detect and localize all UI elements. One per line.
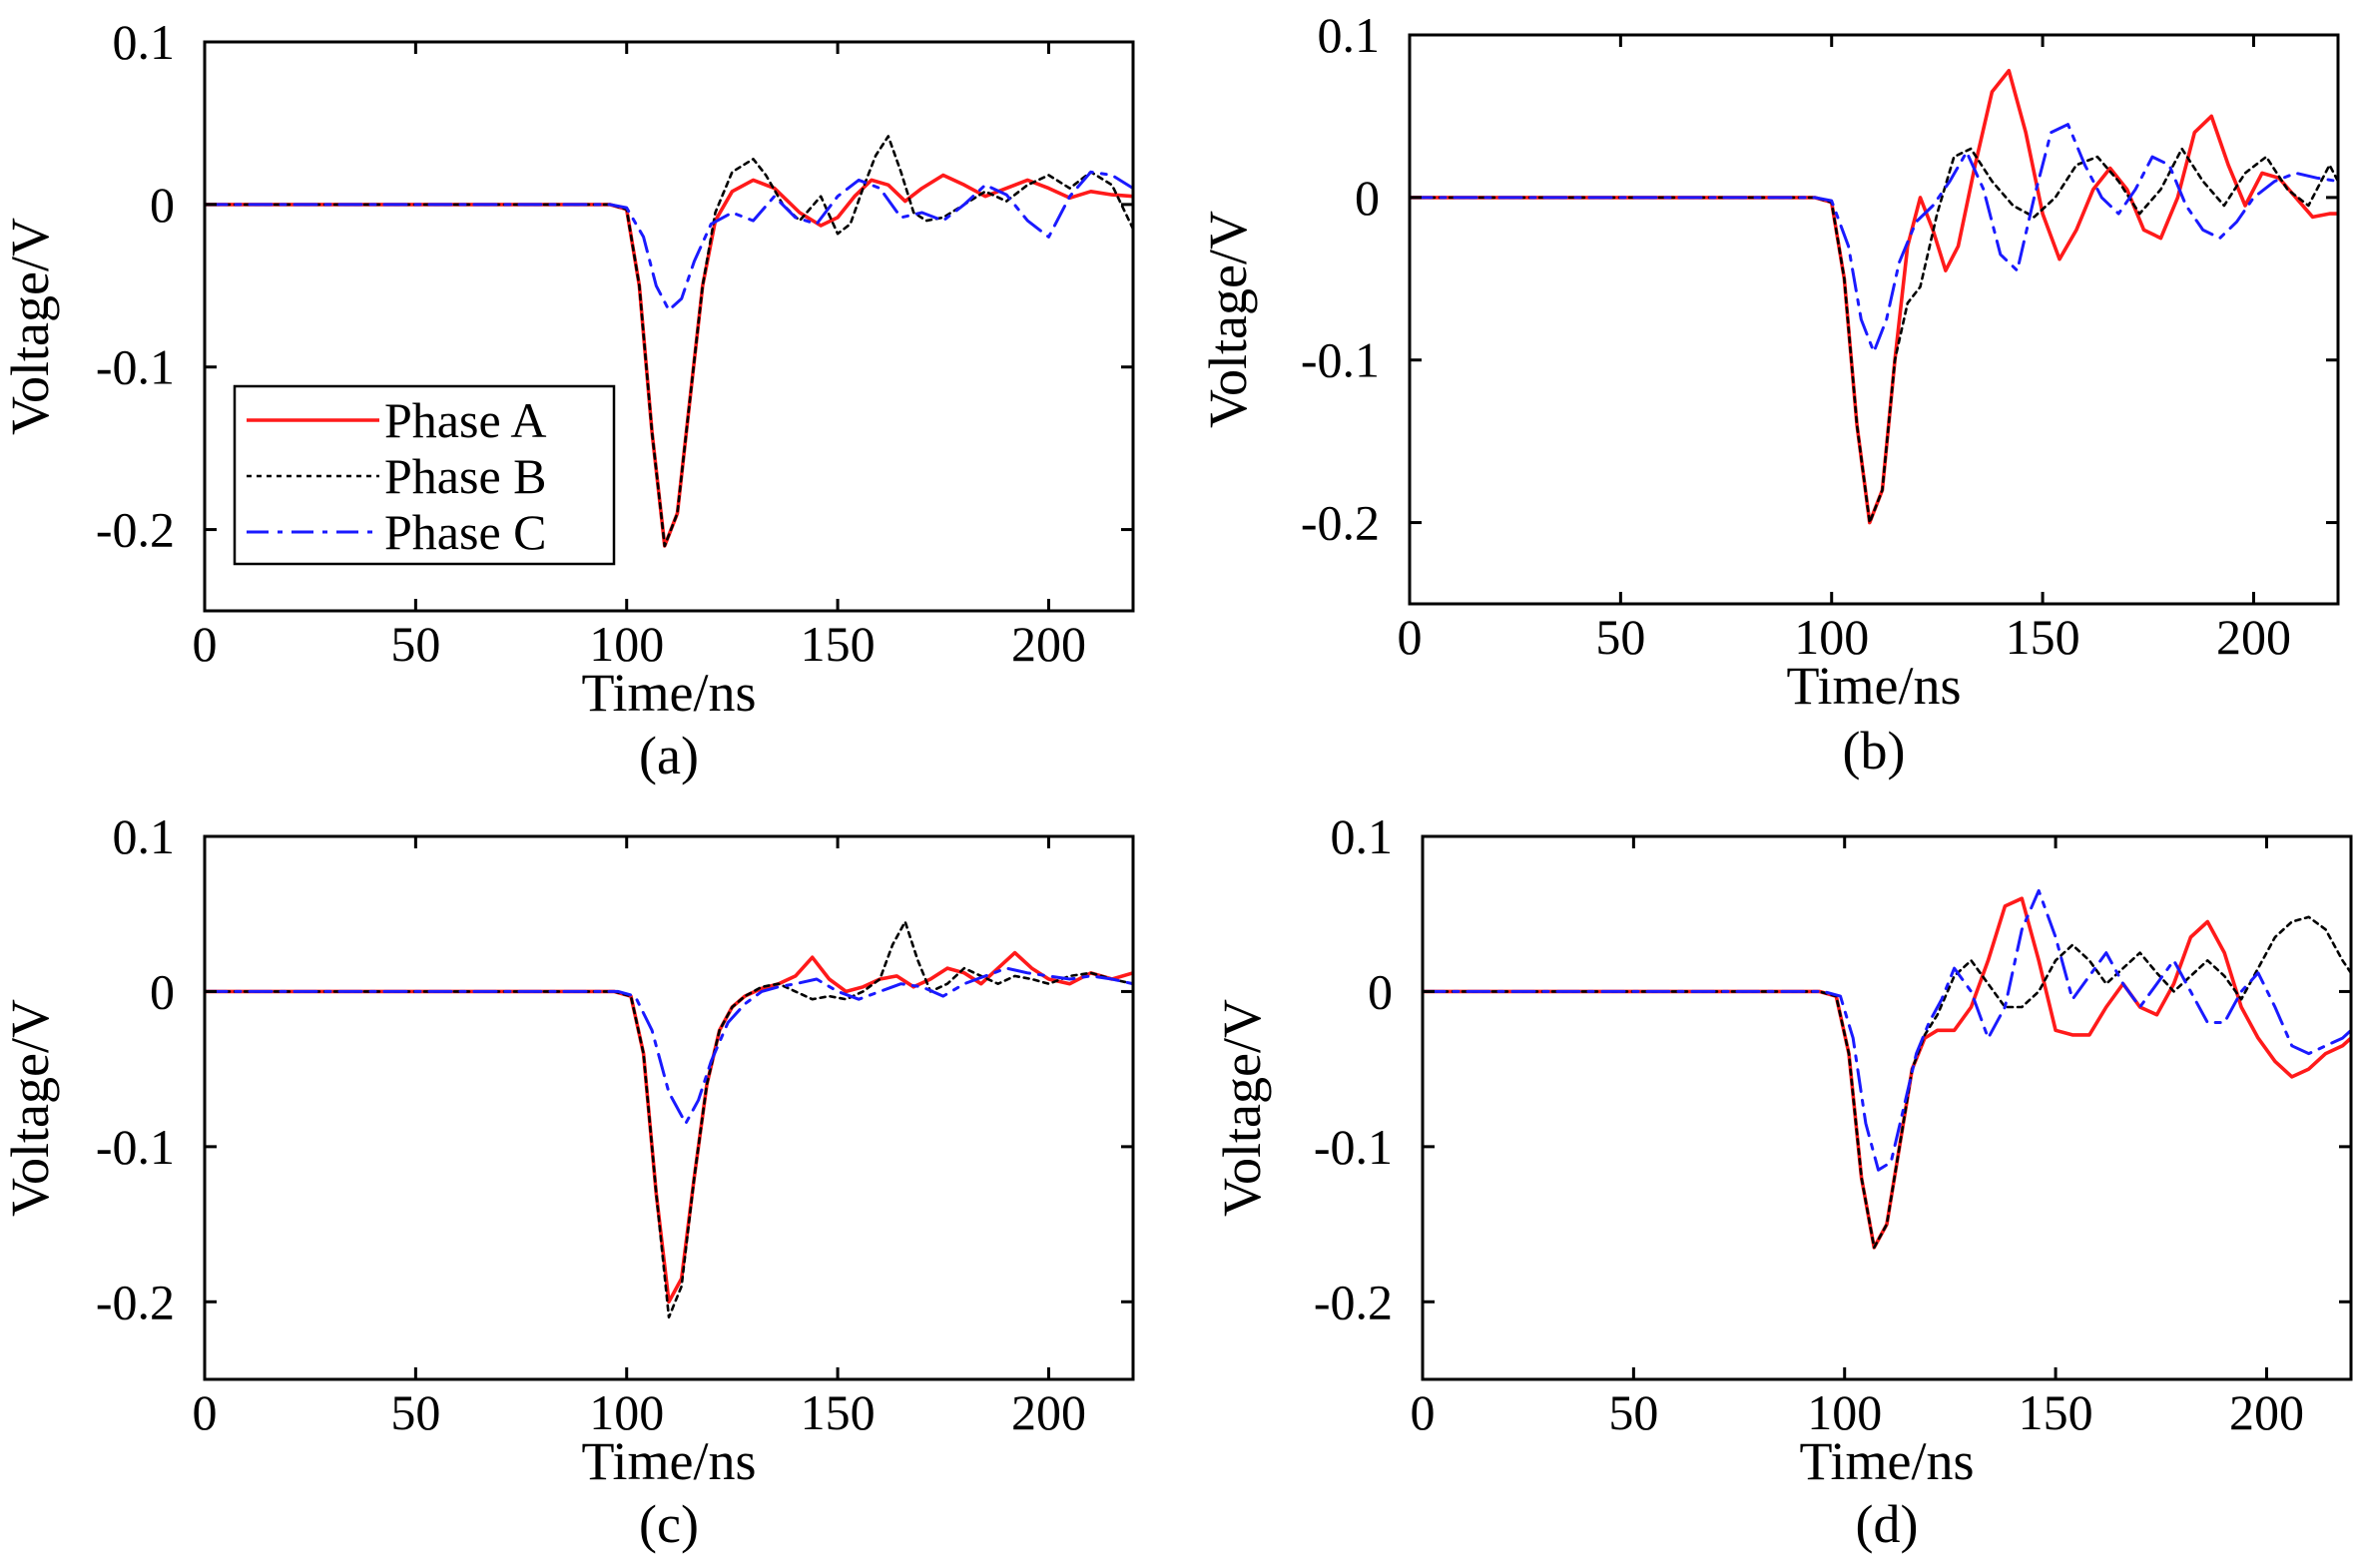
- y-tick-label: 0: [1368, 963, 1393, 1019]
- plot-frame: [203, 40, 1135, 613]
- y-tick-label: 0.1: [1331, 808, 1394, 864]
- x-tick-label: 0: [193, 1384, 218, 1440]
- y-tick-label: 0: [150, 963, 175, 1019]
- panel-label: (a): [639, 726, 699, 785]
- plot-frame: [1408, 33, 2340, 606]
- y-tick-label: -0.2: [1301, 495, 1380, 551]
- x-tick-label: 50: [390, 616, 440, 672]
- panel-label: (b): [1843, 721, 1906, 781]
- x-tick-label: 50: [1595, 609, 1645, 665]
- x-tick-label: 150: [801, 616, 876, 672]
- series-line-phase-a: [1423, 896, 2351, 1250]
- x-tick-label: 0: [1411, 1384, 1436, 1440]
- y-axis-label: Voltage/V: [1212, 999, 1272, 1217]
- y-tick-label: -0.1: [1314, 1119, 1393, 1175]
- series-line-phase-b: [1423, 915, 2351, 1250]
- x-tick-label: 200: [1011, 616, 1086, 672]
- x-tick-label: 150: [801, 1384, 876, 1440]
- y-tick-label: -0.2: [96, 1274, 175, 1329]
- series-line-phase-a: [1410, 69, 2338, 525]
- x-axis-label: Time/ns: [1799, 1431, 1974, 1491]
- legend-label: Phase B: [384, 448, 547, 504]
- x-tick-label: 0: [193, 616, 218, 672]
- chart-panel-1: 0 50 100 150 200 0.1 0 -0.1 -0.2 Time/ns Voltage/V…: [0, 14, 1135, 785]
- x-tick-label: 50: [390, 1384, 440, 1440]
- y-tick-label: -0.2: [1314, 1274, 1393, 1329]
- chart-panel-4: 0 50 100 150 200 0.1 0 -0.1 -0.2 Time/ns Voltage/V…: [1212, 808, 2353, 1554]
- y-tick-label: -0.1: [1301, 332, 1380, 388]
- series-line-phase-c: [205, 170, 1133, 312]
- series-line-phase-c: [1423, 888, 2351, 1172]
- y-tick-label: -0.2: [96, 502, 175, 558]
- legend-label: Phase C: [384, 504, 547, 560]
- series-line-phase-a: [205, 950, 1133, 1305]
- x-tick-label: 0: [1398, 609, 1423, 665]
- x-tick-label: 200: [2216, 609, 2291, 665]
- plot-frame: [203, 834, 1135, 1381]
- series-line-phase-c: [1410, 123, 2338, 354]
- x-tick-label: 150: [2006, 609, 2080, 665]
- y-tick-label: 0.1: [113, 808, 176, 864]
- series-line-phase-b: [1410, 147, 2338, 524]
- y-tick-label: 0: [150, 177, 175, 233]
- y-axis-label: Voltage/V: [1198, 211, 1258, 428]
- x-tick-label: 150: [2019, 1384, 2093, 1440]
- panel-label: (c): [639, 1494, 699, 1554]
- panel-label: (d): [1856, 1494, 1919, 1554]
- x-tick-label: 200: [2229, 1384, 2304, 1440]
- x-tick-label: 100: [589, 616, 664, 672]
- legend-label: Phase A: [384, 392, 547, 448]
- y-tick-label: -0.1: [96, 1119, 175, 1175]
- x-tick-label: 100: [1807, 1384, 1882, 1440]
- chart-panel-2: 0 50 100 150 200 0.1 0 -0.1 -0.2 Time/ns Voltage/V…: [1198, 7, 2340, 781]
- x-axis-label: Time/ns: [581, 663, 756, 723]
- series-line-phase-c: [205, 966, 1133, 1125]
- x-tick-label: 50: [1608, 1384, 1658, 1440]
- y-tick-label: 0.1: [113, 14, 176, 70]
- x-tick-label: 100: [589, 1384, 664, 1440]
- y-tick-label: 0: [1355, 170, 1380, 226]
- x-tick-label: 200: [1011, 1384, 1086, 1440]
- x-tick-label: 100: [1794, 609, 1869, 665]
- y-axis-label: Voltage/V: [0, 218, 60, 435]
- chart-panel-3: 0 50 100 150 200 0.1 0 -0.1 -0.2 Time/ns Voltage/V…: [0, 808, 1135, 1554]
- series-line-phase-b: [205, 920, 1133, 1319]
- y-axis-label: Voltage/V: [0, 999, 60, 1217]
- y-tick-label: -0.1: [96, 339, 175, 395]
- x-axis-label: Time/ns: [581, 1431, 756, 1491]
- y-tick-label: 0.1: [1318, 7, 1381, 63]
- plot-frame: [1421, 834, 2353, 1381]
- x-axis-label: Time/ns: [1786, 656, 1961, 716]
- series-line-phase-b: [205, 135, 1133, 548]
